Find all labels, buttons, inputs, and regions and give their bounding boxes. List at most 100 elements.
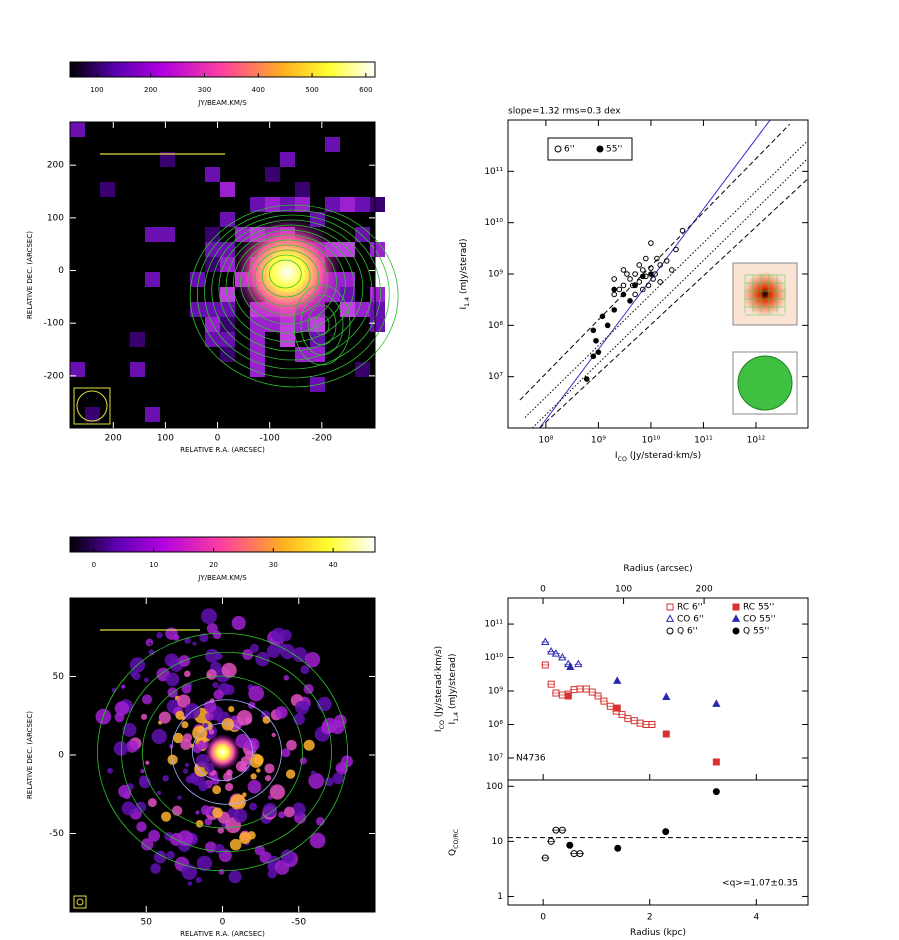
image-pixel: [130, 362, 145, 377]
y-tick-label: 0: [58, 266, 64, 276]
contour: [254, 249, 320, 307]
contour: [97, 632, 348, 872]
image-blob: [311, 770, 316, 776]
marker: [620, 282, 627, 289]
image-blob: [153, 850, 167, 864]
y-tick-label: 50: [53, 672, 65, 682]
image-blob: [181, 715, 186, 721]
image-pixel: [220, 302, 235, 317]
y-tick-label: 0: [58, 751, 64, 761]
marker: [663, 258, 670, 264]
image-blob: [212, 630, 222, 640]
y-tick-label: 1: [497, 892, 503, 902]
marker: [632, 282, 638, 289]
image-blob: [196, 855, 213, 872]
image-blob: [140, 838, 154, 851]
contour: [218, 224, 364, 352]
x-tick-label: 100: [157, 434, 174, 444]
colorbar-tick-label: 400: [252, 86, 265, 94]
image-blob: [266, 644, 281, 658]
image-blob: [170, 659, 175, 664]
image-blob: [215, 652, 223, 660]
scale-label: 5 kpc: [150, 166, 169, 174]
image-blob: [181, 683, 192, 694]
image-pixel: [355, 197, 370, 212]
marker: [613, 676, 622, 684]
image-blob: [309, 832, 326, 849]
image-blob: [228, 706, 235, 713]
image-blob: [167, 754, 178, 765]
annotation: <q>=1.07±0.35: [722, 879, 798, 889]
image-blob: [156, 790, 162, 796]
image-pixel: [160, 152, 175, 167]
marker: [564, 692, 572, 700]
y-tick-label: 10⁹: [488, 270, 503, 280]
legend-label: RC 55'': [743, 603, 774, 613]
image-blob: [283, 806, 295, 818]
label-part: Q: [448, 849, 458, 856]
image-pixel: [340, 197, 355, 212]
image-blob: [195, 810, 200, 815]
image-blob: [123, 791, 131, 800]
marker: [599, 313, 606, 320]
marker: [604, 322, 611, 329]
marker: [551, 649, 561, 657]
colorbar-label: JY/BEAM.KM/S: [197, 574, 247, 582]
marker: [662, 828, 670, 836]
contour: [314, 314, 330, 336]
image-blob: [205, 712, 214, 721]
colorbar: [69, 536, 376, 553]
image-pixel: [370, 287, 385, 302]
image-blob: [161, 811, 172, 822]
image-blob: [242, 792, 247, 798]
marker: [639, 286, 646, 293]
contour: [232, 234, 346, 334]
image-blob: [239, 764, 246, 771]
image-blob: [221, 662, 237, 678]
image-blob: [140, 769, 145, 774]
label-part: I: [434, 729, 444, 732]
legend-label: Q 55'': [743, 627, 769, 637]
image-blob: [249, 802, 258, 811]
marker: [669, 267, 675, 273]
colorbar-tick-label: 20: [209, 561, 218, 569]
image-pixel: [220, 182, 235, 197]
image-pixel: [205, 227, 220, 242]
image-blob: [177, 795, 182, 800]
image-blob: [256, 768, 261, 773]
image-blob: [187, 881, 193, 886]
image-blob: [151, 728, 167, 745]
image-blob: [140, 713, 148, 720]
image-blob: [213, 689, 224, 700]
marker: [614, 844, 622, 852]
y-axis-label: QCO/RC: [448, 828, 460, 856]
y-tick-label: 10⁹: [488, 687, 503, 697]
marker: [583, 376, 590, 382]
x-tick-label: 4: [753, 913, 759, 923]
image-blob: [122, 722, 137, 737]
image-blob: [324, 777, 334, 787]
marker: [666, 603, 674, 611]
image-blob: [255, 651, 270, 667]
image-pixel: [130, 332, 145, 347]
x-tick-label: -100: [259, 434, 280, 444]
marker: [611, 291, 618, 298]
marker: [632, 271, 638, 277]
marker: [574, 659, 583, 668]
colorbar-label: JY/BEAM.KM/S: [197, 99, 247, 107]
image-blob: [148, 829, 161, 842]
image-blob: [212, 807, 223, 818]
marker: [657, 262, 663, 268]
x-tick-label: 10¹²: [747, 436, 766, 446]
image-blob: [145, 638, 154, 647]
contour: [268, 259, 302, 289]
image-pixel: [370, 242, 385, 257]
marker: [732, 603, 740, 611]
image-blob: [271, 732, 276, 738]
image-pixel: [220, 317, 235, 332]
image-pixel: [280, 152, 295, 167]
image-pixel: [220, 257, 235, 272]
y-tick-label: 10¹⁰: [484, 218, 503, 228]
label-part: (mJy/sterad): [448, 653, 458, 711]
image-blob: [254, 845, 265, 856]
